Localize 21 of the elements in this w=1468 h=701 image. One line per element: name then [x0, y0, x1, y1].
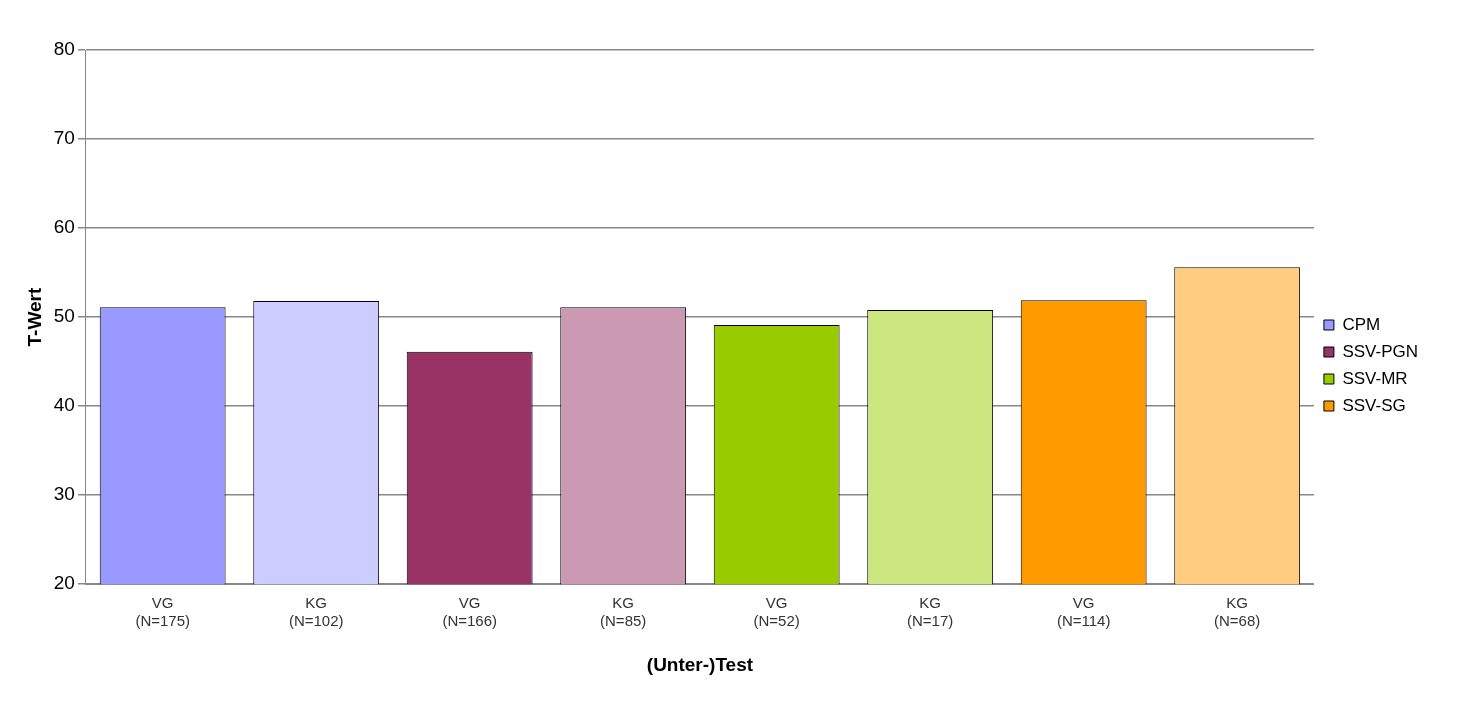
legend-label: SSV-MR: [1342, 368, 1408, 388]
y-tick-label: 60: [53, 216, 75, 238]
x-tick-label: KG (N=17): [907, 594, 954, 630]
x-tick-label: VG (N=175): [135, 594, 190, 630]
legend-label: SSV-SG: [1342, 395, 1406, 415]
x-axis-title: (Unter-)Test: [646, 653, 754, 675]
y-tick-label: 40: [53, 394, 75, 416]
y-tick-label: 20: [53, 572, 75, 594]
legend-label: CPM: [1342, 314, 1381, 334]
legend-label: SSV-PGN: [1342, 341, 1419, 361]
y-tick-label: 30: [53, 483, 75, 505]
y-tick-label: 50: [53, 305, 75, 327]
x-tick-label: VG (N=114): [1056, 594, 1111, 630]
x-tick-label: VG (N=166): [442, 594, 497, 630]
x-tick-label: KG (N=85): [600, 594, 647, 630]
x-tick-label: KG (N=102): [288, 594, 344, 630]
y-tick-label: 80: [53, 38, 75, 60]
x-tick-label: VG (N=52): [753, 594, 800, 630]
y-axis-title: T-Wert: [23, 287, 45, 347]
y-tick-label: 70: [53, 127, 75, 149]
x-tick-label: KG (N=68): [1214, 594, 1261, 630]
